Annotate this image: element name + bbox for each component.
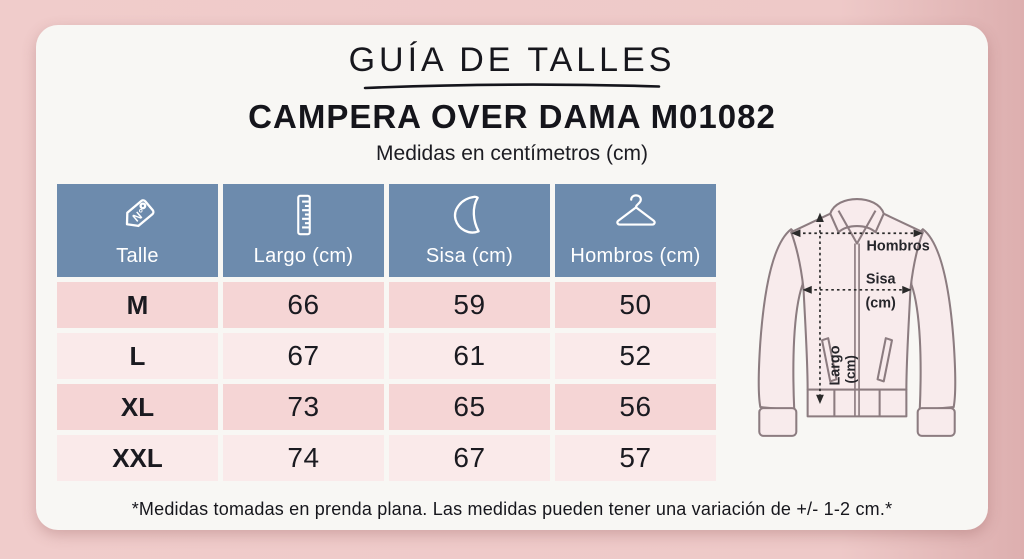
title-block: GUÍA DE TALLES CAMPERA OVER DAMA M01082 … [36,41,988,166]
chest-label-line1: Sisa [866,272,897,288]
table-cell-sisa: 61 [389,333,550,379]
product-title: CAMPERA OVER DAMA M01082 [248,98,776,135]
title-underline [363,83,661,90]
table-cell-talle: L [57,333,218,379]
table-cell-largo: 67 [223,333,384,379]
table-cell-talle: XL [57,384,218,430]
measurement-disclaimer: *Medidas tomadas en prenda plana. Las me… [131,499,893,519]
table-cell-sisa: 59 [389,282,550,328]
table-cell-sisa: 67 [389,435,550,481]
table-cell-largo: 74 [223,435,384,481]
jacket-diagram: Hombros Sisa (cm) Largo (cm) [743,188,971,440]
table-cell-largo: 66 [223,282,384,328]
length-label-line2: (cm) [843,355,858,383]
column-label: Hombros (cm) [570,245,701,267]
size-guide-card: GUÍA DE TALLES CAMPERA OVER DAMA M01082 … [36,25,988,530]
jacket-illustration: Hombros Sisa (cm) Largo (cm) [757,198,957,437]
armhole-icon [453,195,480,234]
table-cell-hombros: 50 [555,282,716,328]
column-label: Talle [116,245,159,267]
units-note: Medidas en centímetros (cm) [376,142,648,165]
column-label: Sisa (cm) [425,245,514,267]
svg-text:N°: N° [130,207,148,225]
column-header-talle: N° Talle [57,184,218,277]
table-cell-talle: XXL [57,435,218,481]
table-cell-largo: 73 [223,384,384,430]
table-cell-hombros: 56 [555,384,716,430]
hanger-icon [615,194,656,226]
column-header-sisa: Sisa (cm) [389,184,550,277]
length-label-line1: Largo [828,345,844,385]
column-label: Largo (cm) [253,245,354,267]
table-cell-hombros: 52 [555,333,716,379]
table-cell-hombros: 57 [555,435,716,481]
size-table: N° Talle Largo (cm) Sisa (cm) [57,184,716,481]
column-header-largo: Largo (cm) [223,184,384,277]
table-cell-sisa: 65 [389,384,550,430]
chest-label-line2: (cm) [865,295,896,311]
column-header-hombros: Hombros (cm) [555,184,716,277]
shoulders-label: Hombros [867,239,930,255]
table-cell-talle: M [57,282,218,328]
tag-icon: N° [125,199,155,228]
page-title: GUÍA DE TALLES [348,41,676,79]
ruler-icon [296,194,311,236]
